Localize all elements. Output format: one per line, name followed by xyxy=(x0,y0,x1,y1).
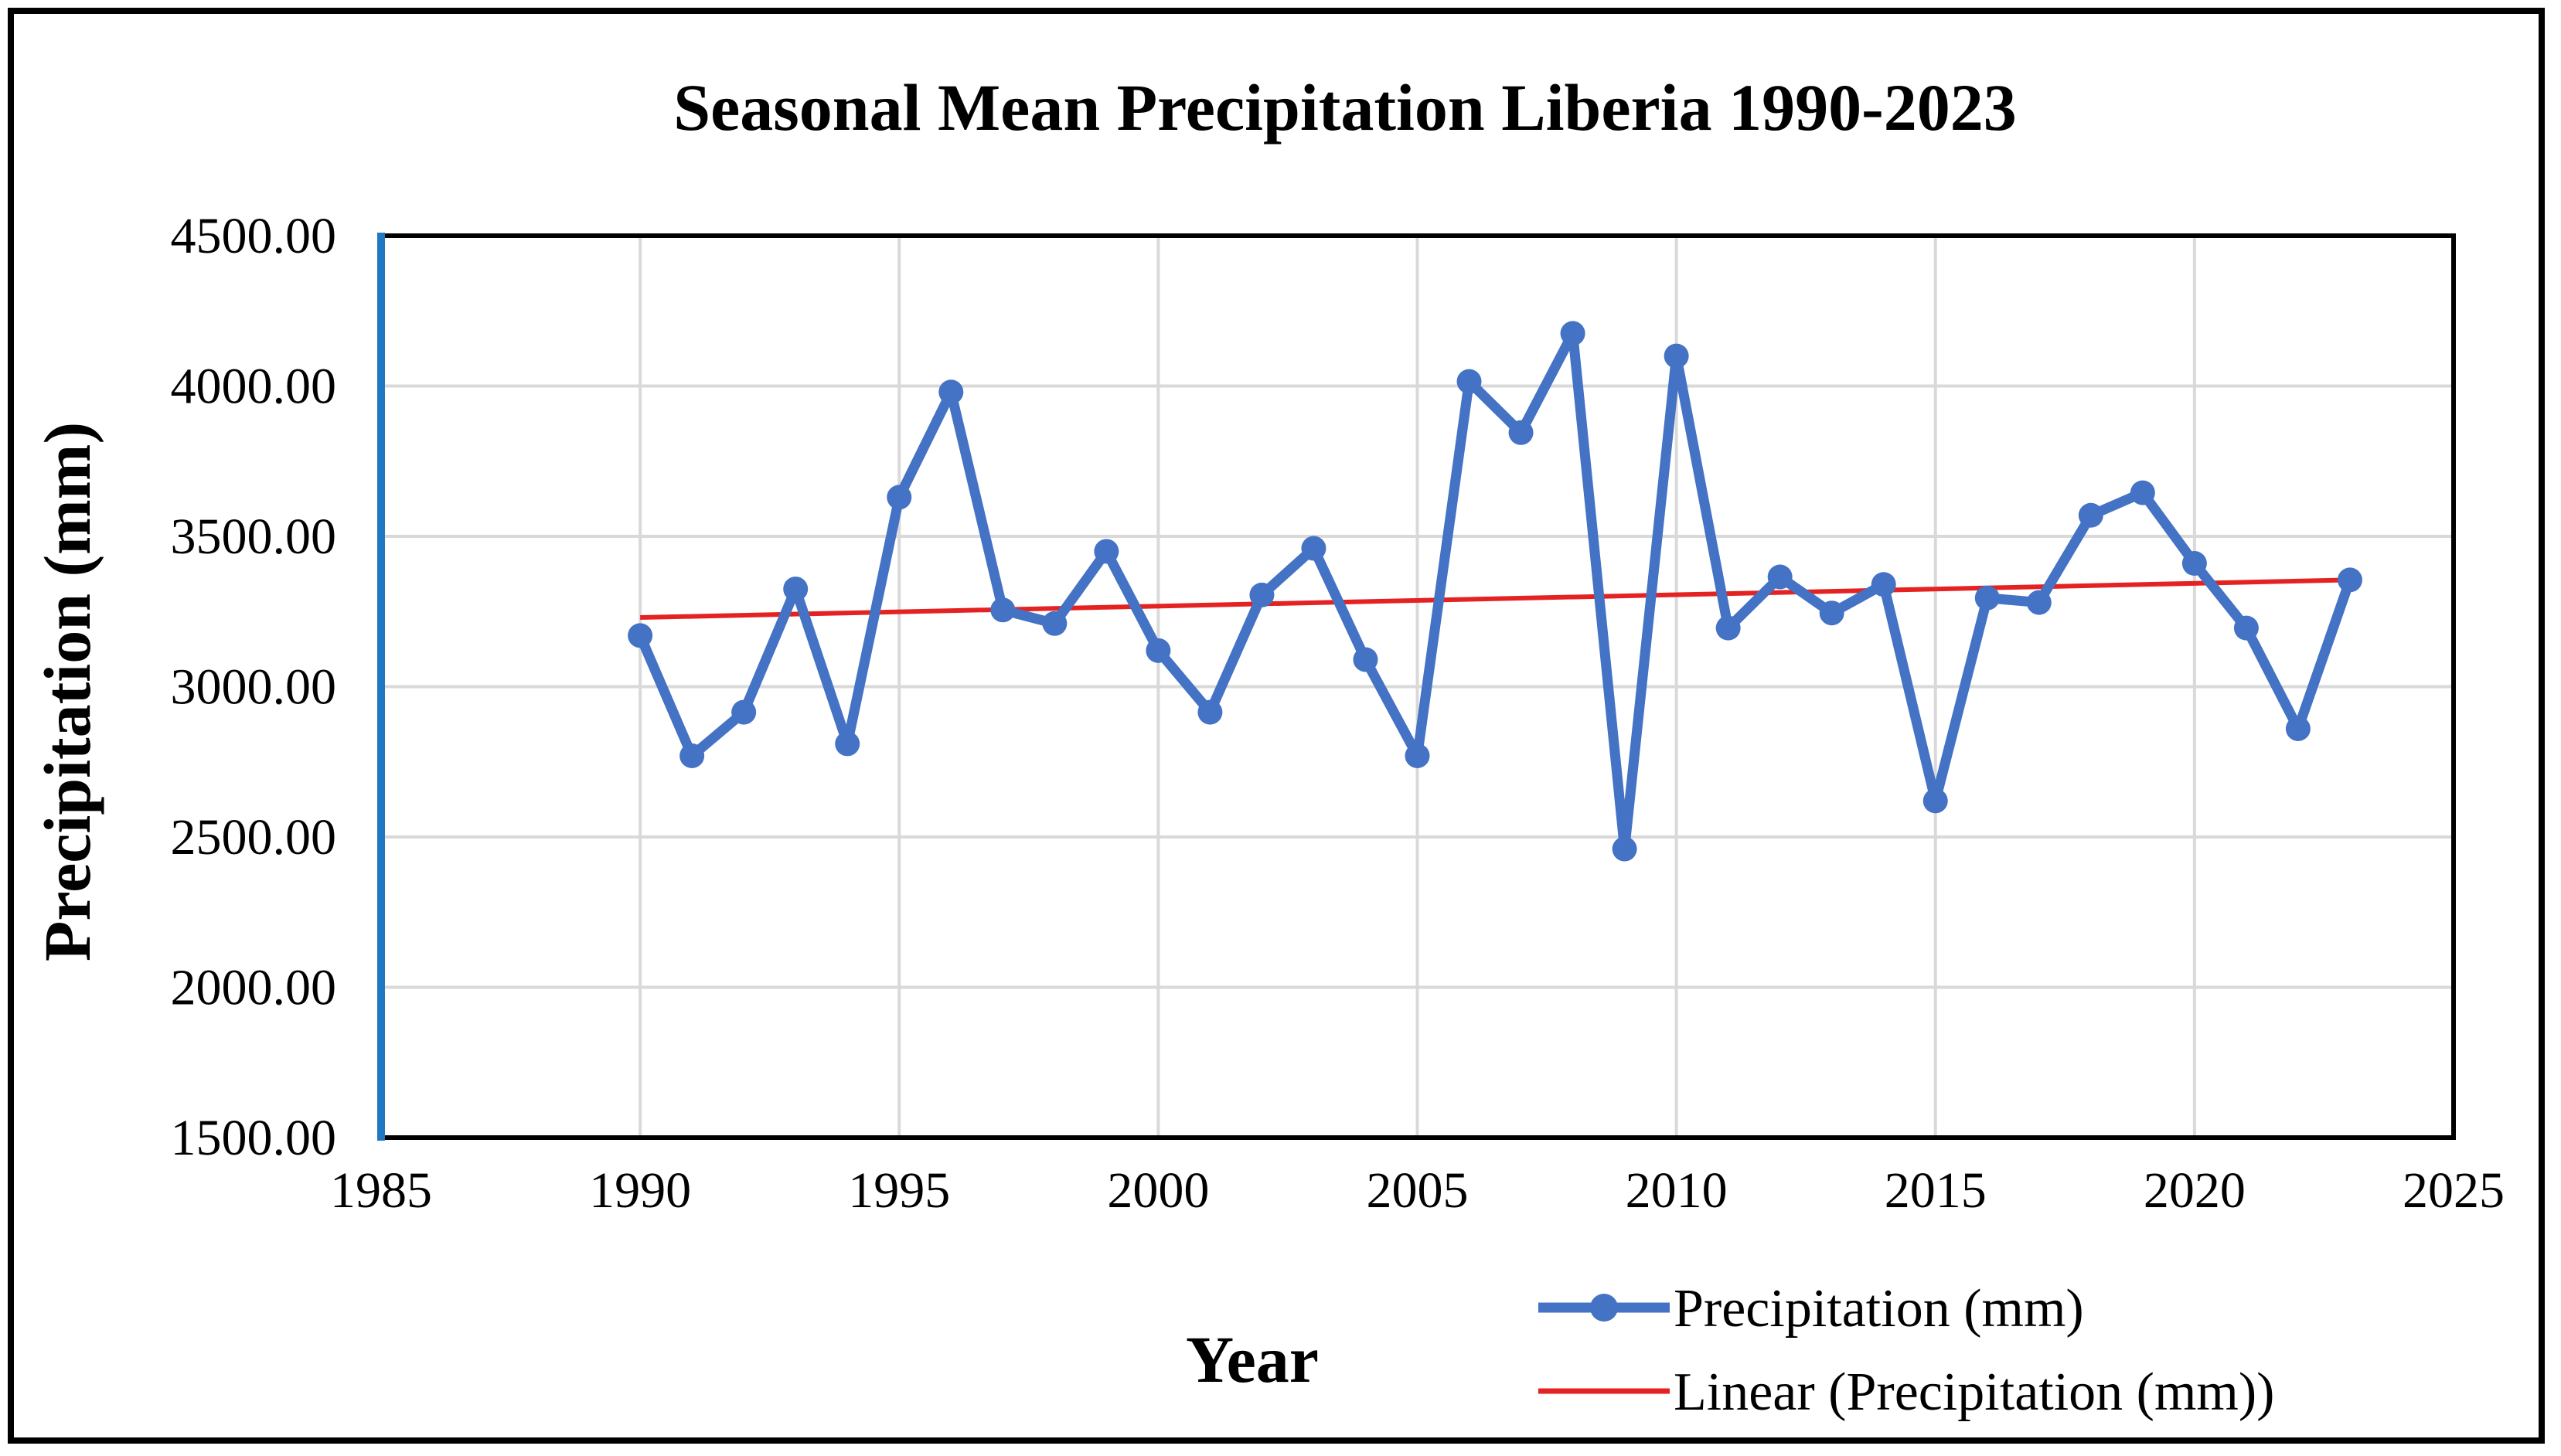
data-point xyxy=(1922,788,1948,814)
data-point xyxy=(938,379,964,405)
y-axis-title: Precipitation (mm) xyxy=(30,422,104,961)
data-point xyxy=(835,731,860,757)
data-point xyxy=(1560,321,1585,346)
legend-series-label: Precipitation (mm) xyxy=(1674,1279,2084,1339)
x-tick-label: 2015 xyxy=(1885,1162,1987,1219)
data-point xyxy=(1871,572,1896,597)
data-point xyxy=(2285,716,2311,741)
legend: Precipitation (mm) Linear (Precipitation… xyxy=(1538,1279,2275,1422)
data-point xyxy=(2078,502,2103,528)
x-axis-title: Year xyxy=(1186,1322,1319,1396)
data-point xyxy=(1197,699,1223,725)
data-point xyxy=(1094,539,1119,564)
data-point xyxy=(1664,343,1689,369)
data-point xyxy=(2130,480,2155,505)
y-tick-label: 3500.00 xyxy=(171,509,337,565)
data-point xyxy=(1405,743,1430,768)
data-point xyxy=(1508,420,1534,445)
y-tick-label: 4500.00 xyxy=(171,208,337,264)
data-point xyxy=(731,699,757,725)
y-tick-label: 1500.00 xyxy=(171,1110,337,1166)
x-tick-label: 2010 xyxy=(1626,1162,1728,1219)
x-tick-label: 2005 xyxy=(1367,1162,1469,1219)
x-tick-label: 2000 xyxy=(1107,1162,1209,1219)
y-tick-label: 3000.00 xyxy=(171,659,337,716)
data-point xyxy=(2337,567,2362,593)
x-tick-label: 1985 xyxy=(330,1162,432,1219)
data-point xyxy=(1456,369,1482,394)
trendline xyxy=(640,577,2351,621)
y-tick-label: 4000.00 xyxy=(171,359,337,415)
data-point xyxy=(1612,836,1637,862)
x-tick-label: 2025 xyxy=(2403,1162,2505,1219)
data-point xyxy=(628,623,653,648)
y-tick-label: 2500.00 xyxy=(171,809,337,866)
grid xyxy=(380,234,2455,1139)
series-line xyxy=(635,328,2355,855)
legend-series-marker xyxy=(1590,1294,1618,1322)
data-point xyxy=(2026,590,2052,615)
data-point xyxy=(2233,615,2259,641)
data-point xyxy=(1249,582,1275,607)
data-point xyxy=(783,577,809,602)
x-tick-label: 1990 xyxy=(589,1162,691,1219)
data-point xyxy=(1301,536,1326,561)
x-tick-label: 2020 xyxy=(2144,1162,2246,1219)
data-point xyxy=(1767,564,1793,590)
chart-frame xyxy=(8,8,2545,1444)
data-point xyxy=(2181,551,2207,577)
data-point xyxy=(1353,647,1378,672)
data-point xyxy=(1042,611,1068,636)
data-point xyxy=(1819,600,1844,626)
chart-title: Seasonal Mean Precipitation Liberia 1990… xyxy=(673,70,2016,145)
data-point xyxy=(1146,638,1171,663)
y-axis-ticks: 1500.00 2000.00 2500.00 3000.00 3500.00 4000.… xyxy=(171,208,337,1166)
legend-trend-label: Linear (Precipitation (mm)) xyxy=(1674,1362,2275,1422)
y-tick-label: 2000.00 xyxy=(171,960,337,1016)
x-axis-ticks: 1985 1990 1995 2000 2005 2010 2015 2020 2025 xyxy=(330,1162,2505,1219)
data-point xyxy=(990,597,1016,623)
x-tick-label: 1995 xyxy=(848,1162,950,1219)
data-point xyxy=(679,743,705,768)
data-point xyxy=(1974,585,2000,611)
data-point xyxy=(887,485,912,510)
series-points xyxy=(628,321,2362,862)
data-point xyxy=(1715,615,1741,641)
